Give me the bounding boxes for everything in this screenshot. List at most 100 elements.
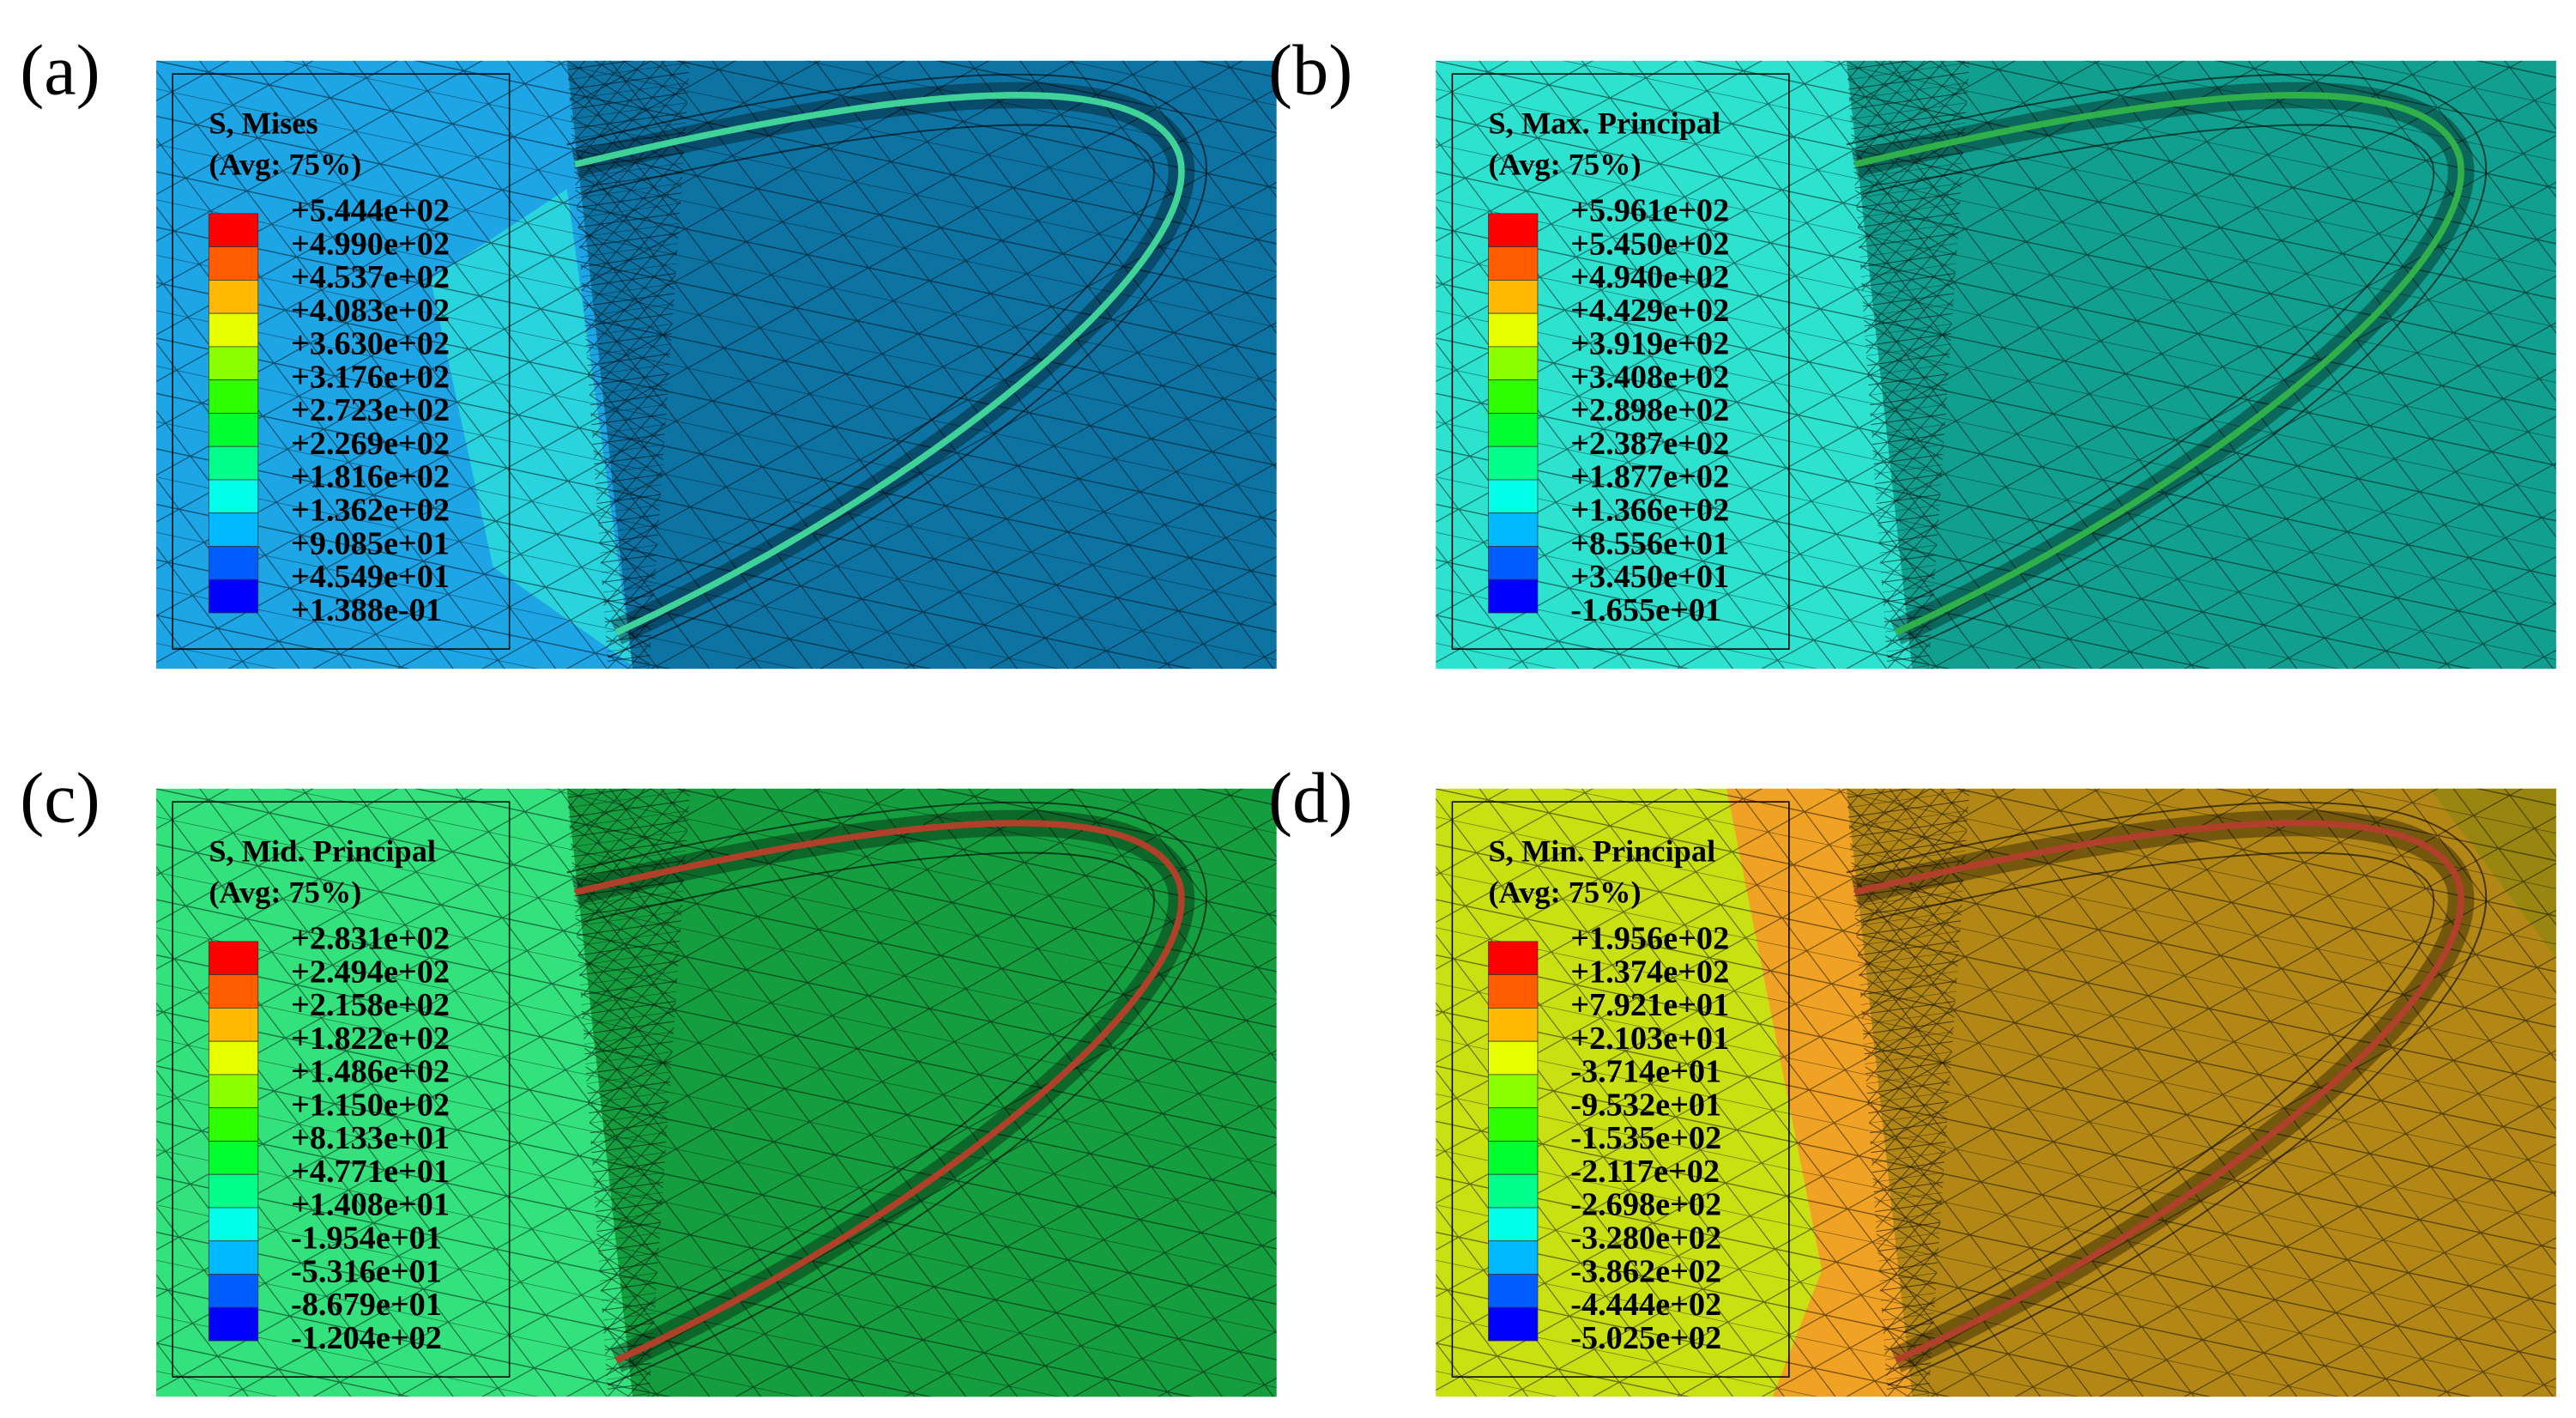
legend-swatch [208,479,259,514]
legend-level: +4.940e+02 [1570,259,1729,295]
legend-swatch [1488,1274,1539,1308]
legend-swatch [1488,1141,1539,1175]
legend-frame [1451,801,1790,1378]
legend-level: -2.117e+02 [1570,1154,1720,1190]
legend-swatch [1488,213,1539,247]
legend-title: S, Mises [209,106,317,141]
legend-level: +4.083e+02 [291,293,450,329]
legend-level: -1.954e+01 [291,1221,442,1257]
legend-level: -9.532e+01 [1570,1087,1721,1123]
legend-level: +2.898e+02 [1570,392,1729,428]
legend-level: +1.366e+02 [1570,493,1729,529]
legend-level: +5.450e+02 [1570,226,1729,262]
legend-swatch [208,246,259,281]
legend-level: +1.374e+02 [1570,954,1729,990]
legend-level: +9.085e+01 [291,525,450,561]
legend-level: +7.921e+01 [1570,987,1729,1023]
panel: (c) S, Mid. Principal (Avg: 75%) +2.831e+02… [20,758,1277,1397]
panel: (d) S, Min. Principal (Avg: 75%) +1.956e+02… [1268,758,2556,1397]
legend-level: +4.549e+01 [291,559,450,595]
fine-mesh [566,788,691,1397]
legend-level: -5.025e+02 [1570,1320,1721,1356]
legend-level: +3.919e+02 [1570,326,1729,362]
tip-band [1846,801,2487,1386]
legend-level: -3.862e+02 [1570,1253,1721,1289]
tip-band [574,820,1185,1364]
legend-level: +4.990e+02 [291,226,450,262]
legend-subtitle: (Avg: 75%) [209,876,361,910]
legend-level: +3.408e+02 [1570,359,1729,395]
mesh [156,60,1277,670]
legend-swatch [1488,445,1539,481]
legend-swatch [1488,379,1539,414]
legend-swatch [208,213,259,247]
legend-swatch [208,279,259,314]
legend-swatch [208,1040,259,1076]
legend-subtitle: (Avg: 75%) [1489,148,1642,182]
legend-level: -5.316e+01 [291,1253,442,1289]
legend-level: +1.150e+02 [291,1087,450,1123]
legend-swatch [208,1074,259,1109]
legend-level: +4.429e+02 [1570,293,1729,329]
tip-band [583,851,1155,1334]
legend-level: +5.444e+02 [291,193,450,229]
legend-swatch [1488,579,1539,614]
legend-level: +1.822e+02 [291,1021,450,1057]
mesh [156,788,1277,1397]
legend-swatch [1488,1008,1539,1042]
fine-mesh [1846,788,1970,1397]
legend-level: -8.679e+01 [291,1287,442,1323]
legend-swatch [208,579,259,614]
legend-swatch [208,379,259,414]
tip-band [1853,820,2464,1364]
legend-level: +3.176e+02 [291,359,450,395]
legend-level: +2.831e+02 [291,921,450,957]
legend-swatch [208,312,259,348]
mesh [1436,788,2556,1397]
panel: (a) S, Mises (Avg: 75%) +5.444e+02+4.990e+0… [20,30,1277,670]
legend-level: +4.771e+01 [291,1154,450,1190]
legend-swatch [208,1107,259,1142]
legend-level: +1.956e+02 [1570,921,1729,957]
legend-swatch [208,1173,259,1209]
panel-label: (a) [20,30,100,110]
legend-swatch [208,445,259,481]
legend-level: +8.556e+01 [1570,525,1729,561]
legend-title: S, Max. Principal [1489,106,1721,141]
legend-swatch [208,546,259,580]
legend-swatch [208,1306,259,1342]
legend-frame [172,73,511,650]
panel-label: (c) [20,758,100,838]
legend-swatch [1488,479,1539,514]
legend-swatch [1488,1107,1539,1142]
legend-title: S, Min. Principal [1489,834,1716,869]
legend-swatch [1488,279,1539,314]
legend-level: -1.204e+02 [291,1320,442,1356]
tip-band [1853,92,2464,636]
legend-level: -3.714e+01 [1570,1054,1721,1090]
legend-level: +1.486e+02 [291,1054,450,1090]
legend-swatch [1488,1040,1539,1076]
legend-level: +2.158e+02 [291,987,450,1023]
fine-mesh [1846,60,1970,670]
legend-swatch [1488,1306,1539,1342]
legend-subtitle: (Avg: 75%) [209,148,361,182]
legend-level: +2.103e+01 [1570,1021,1729,1057]
legend-level: +1.877e+02 [1570,459,1729,495]
legend-swatch [1488,974,1539,1009]
panel-label: (b) [1268,30,1352,110]
legend-level: -1.655e+01 [1570,592,1721,628]
legend-swatch [208,1008,259,1042]
tip-band [566,801,1207,1386]
legend-swatch [1488,546,1539,580]
legend-swatch [1488,512,1539,547]
legend-level: -3.280e+02 [1570,1221,1721,1257]
legend-swatch [1488,246,1539,281]
legend-level: +8.133e+01 [291,1120,450,1156]
legend-swatch [208,413,259,447]
legend-level: +3.450e+01 [1570,559,1729,595]
legend-swatch [208,1274,259,1308]
legend-swatch [1488,1173,1539,1209]
legend-swatch [1488,1240,1539,1275]
